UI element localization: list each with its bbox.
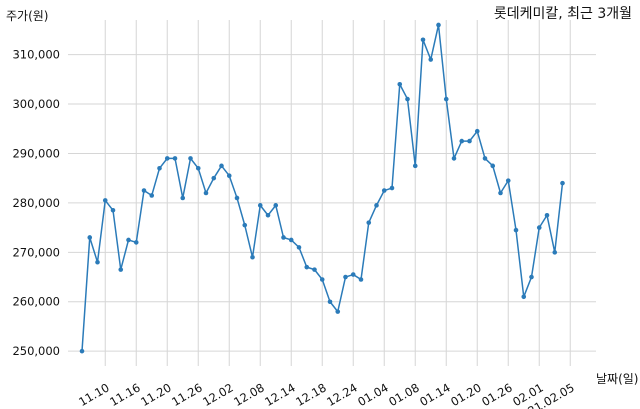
data-point <box>335 309 341 314</box>
data-point <box>312 267 317 272</box>
data-point <box>281 235 286 240</box>
data-point <box>327 299 333 305</box>
data-point <box>265 212 271 218</box>
data-point <box>343 274 348 280</box>
data-point <box>296 245 302 250</box>
data-point <box>273 203 279 208</box>
price-points <box>79 22 565 354</box>
x-tick-label: 12.08 <box>231 380 267 409</box>
x-tick-labels: 11.1011.1611.2011.2612.0212.0812.1412.18… <box>76 380 577 409</box>
x-tick-label: 01.20 <box>448 380 484 409</box>
data-point <box>389 185 395 191</box>
data-point <box>350 272 356 277</box>
data-point <box>505 178 511 183</box>
y-tick-label: 290,000 <box>12 146 60 160</box>
data-point <box>211 175 217 181</box>
data-point <box>87 235 93 240</box>
data-point <box>397 81 403 87</box>
y-tick-labels: 250,000 260,000 270,000 280,000 290,000 300,0… <box>12 48 60 359</box>
data-point <box>443 96 449 102</box>
data-point <box>529 274 534 280</box>
data-point <box>149 193 155 198</box>
x-tick-label: 11.10 <box>76 380 112 409</box>
y-tick-label: 260,000 <box>12 295 60 309</box>
x-tick-label: 12.14 <box>262 380 298 409</box>
data-point <box>110 208 116 213</box>
data-point <box>358 277 364 282</box>
data-point <box>304 264 310 270</box>
data-point <box>420 37 426 43</box>
data-point <box>451 156 457 161</box>
data-point <box>544 212 550 218</box>
data-point <box>490 163 496 169</box>
data-point <box>79 348 85 354</box>
data-point <box>521 294 527 300</box>
data-point <box>141 188 147 193</box>
data-point <box>118 267 124 272</box>
data-point <box>180 195 186 201</box>
x-tick-label: 01.08 <box>386 380 422 409</box>
data-point <box>474 128 480 134</box>
data-point <box>412 163 418 169</box>
x-tick-label: 11.26 <box>169 380 205 409</box>
data-point <box>428 57 434 62</box>
data-point <box>436 22 441 28</box>
y-tick-label: 310,000 <box>12 48 60 62</box>
data-point <box>560 180 565 186</box>
x-tick-label: 01.14 <box>417 380 453 409</box>
data-point <box>203 190 209 196</box>
data-point <box>459 138 465 144</box>
x-tick-label: 11.20 <box>138 380 174 409</box>
data-point <box>536 225 542 230</box>
x-tick-label: 12.02 <box>200 380 236 409</box>
data-point <box>467 138 472 144</box>
y-tick-label: 270,000 <box>12 245 60 259</box>
x-axis-label: 날짜(일) <box>596 372 638 386</box>
data-point <box>195 165 201 171</box>
y-axis-label: 주가(원) <box>6 9 48 23</box>
data-point <box>95 259 100 265</box>
y-tick-label: 250,000 <box>12 344 60 358</box>
data-point <box>552 250 558 255</box>
data-point <box>226 173 232 178</box>
data-point <box>482 156 488 161</box>
x-tick-label: 01.26 <box>479 380 515 409</box>
data-point <box>250 254 255 260</box>
data-point <box>498 190 503 196</box>
data-point <box>188 156 193 161</box>
data-point <box>288 237 294 243</box>
x-tick-label: 12.18 <box>293 380 329 409</box>
x-tick-label: 01.04 <box>355 380 391 409</box>
data-point <box>219 163 224 169</box>
data-point <box>513 227 519 233</box>
y-tick-label: 300,000 <box>12 97 60 111</box>
data-point <box>172 156 178 161</box>
data-point <box>126 237 131 243</box>
data-point <box>157 165 162 171</box>
data-point <box>381 188 387 193</box>
x-tick-label: 11.16 <box>107 380 143 409</box>
data-point <box>102 198 108 203</box>
data-point <box>405 96 410 102</box>
y-tick-label: 280,000 <box>12 196 60 210</box>
data-point <box>164 156 170 161</box>
data-point <box>242 222 248 228</box>
x-tick-label: 12.24 <box>324 380 360 409</box>
grid-lines <box>68 20 596 366</box>
data-point <box>366 220 372 225</box>
data-point <box>374 203 379 208</box>
data-point <box>319 277 325 282</box>
chart-title: 롯데케미칼, 최근 3개월 <box>494 6 632 22</box>
data-point <box>133 240 139 245</box>
data-point <box>257 203 263 208</box>
data-point <box>234 195 240 201</box>
